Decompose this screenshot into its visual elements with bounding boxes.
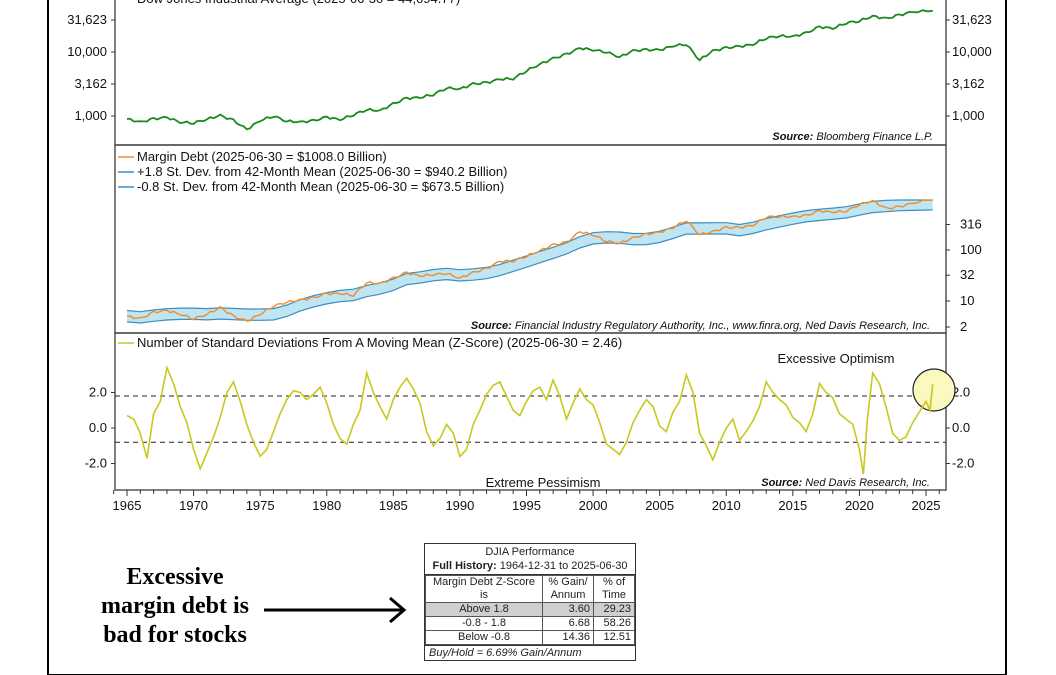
zscore-legend: Number of Standard Deviations From A Mov… [137,335,622,350]
margin-y-label: 2 [960,319,967,334]
col-header: % of Time [593,575,635,603]
zscore-y-label-right: -2.0 [952,456,974,471]
zscore-y-label-right: 0.0 [952,420,970,435]
lower-band-line [126,209,933,324]
x-tick-label: 1970 [179,498,208,513]
x-tick-label: 1965 [113,498,142,513]
x-tick-label: 2020 [845,498,874,513]
legend-label: +1.8 St. Dev. from 42-Month Mean (2025-0… [137,164,507,179]
table-row: Below -0.8 14.36 12.51 [425,630,635,645]
dow-y-label-right: 31,623 [952,12,992,27]
dow-y-label-right: 10,000 [952,44,992,59]
zscore-y-label-left: 0.0 [89,420,107,435]
table-column-headers: Margin Debt Z-Score is % Gain/ Annum % o… [425,575,635,603]
upper-band-line [126,199,933,313]
x-tick-label: 1995 [512,498,541,513]
dow-y-label-right: 3,162 [952,76,985,91]
panel-dow [114,0,947,146]
excessive-optimism-label: Excessive Optimism [777,351,894,366]
table-header: DJIA Performance Full History: 1964-12-3… [425,544,635,575]
zscore-source: Source: Ned Davis Research, Inc. [761,477,930,489]
chart: Dow Jones Industrial Average (2025-06-30… [67,0,992,513]
extreme-pessimism-label: Extreme Pessimism [486,475,601,490]
x-tick-label: 2000 [579,498,608,513]
panel-zscore [114,332,947,491]
table-title: DJIA Performance [485,546,575,558]
dow-legend: Dow Jones Industrial Average (2025-06-30… [137,0,460,6]
margin-source: Source: Financial Industry Regulatory Au… [471,320,930,332]
cell: 58.26 [593,616,635,631]
x-tick-label: 1975 [246,498,275,513]
x-tick-label: 2025 [912,498,941,513]
x-tick-label: 2005 [645,498,674,513]
cell: 29.23 [593,602,635,617]
x-tick-label: 2010 [712,498,741,513]
table-footer: Buy/Hold = 6.69% Gain/Annum [425,645,635,660]
table-subtitle: 1964-12-31 to 2025-06-30 [499,560,628,572]
margin-y-label: 316 [960,217,982,232]
dow-source: Source: Bloomberg Finance L.P. [772,131,933,143]
zscore-line [126,364,934,475]
x-tick-label: 1985 [379,498,408,513]
margin-y-label: 100 [960,242,982,257]
cell: Above 1.8 [425,602,543,617]
performance-table: DJIA Performance Full History: 1964-12-3… [424,543,636,661]
margin-y-label: 10 [960,293,974,308]
dow-y-label-right: 1,000 [952,108,985,123]
col-header: % Gain/ Annum [542,575,594,603]
legend-label: Margin Debt (2025-06-30 = $1008.0 Billio… [137,149,387,164]
margin-debt-line [126,199,933,322]
dow-y-label-left: 10,000 [67,44,107,59]
zscore-y-label-right: 2.0 [952,385,970,400]
x-tick-label: 2015 [778,498,807,513]
x-tick-label: 1990 [445,498,474,513]
dow-y-label-left: 3,162 [74,76,107,91]
table-row: Above 1.8 3.60 29.23 [425,602,635,617]
table-row: -0.8 - 1.8 6.68 58.26 [425,616,635,631]
std-dev-band-fill [127,200,933,323]
x-tick-label: 1980 [312,498,341,513]
arrow-icon [264,596,407,624]
callout-text: Excessive margin debt is bad for stocks [100,564,249,648]
cell: 12.51 [593,630,635,645]
cell: Below -0.8 [425,630,543,645]
highlight-circle [912,368,956,412]
table-subtitle-label: Full History: [432,560,497,572]
cell: 14.36 [542,630,594,645]
zscore-y-label-left: -2.0 [85,456,107,471]
legend-label: -0.8 St. Dev. from 42-Month Mean (2025-0… [137,179,504,194]
cell: 3.60 [542,602,594,617]
dow-y-label-left: 1,000 [74,108,107,123]
cell: -0.8 - 1.8 [425,616,543,631]
dow-series-line [126,9,933,131]
dow-y-label-left: 31,623 [67,12,107,27]
cell: 6.68 [542,616,594,631]
col-header: Margin Debt Z-Score is [425,575,543,603]
margin-y-label: 32 [960,267,974,282]
zscore-y-label-left: 2.0 [89,385,107,400]
